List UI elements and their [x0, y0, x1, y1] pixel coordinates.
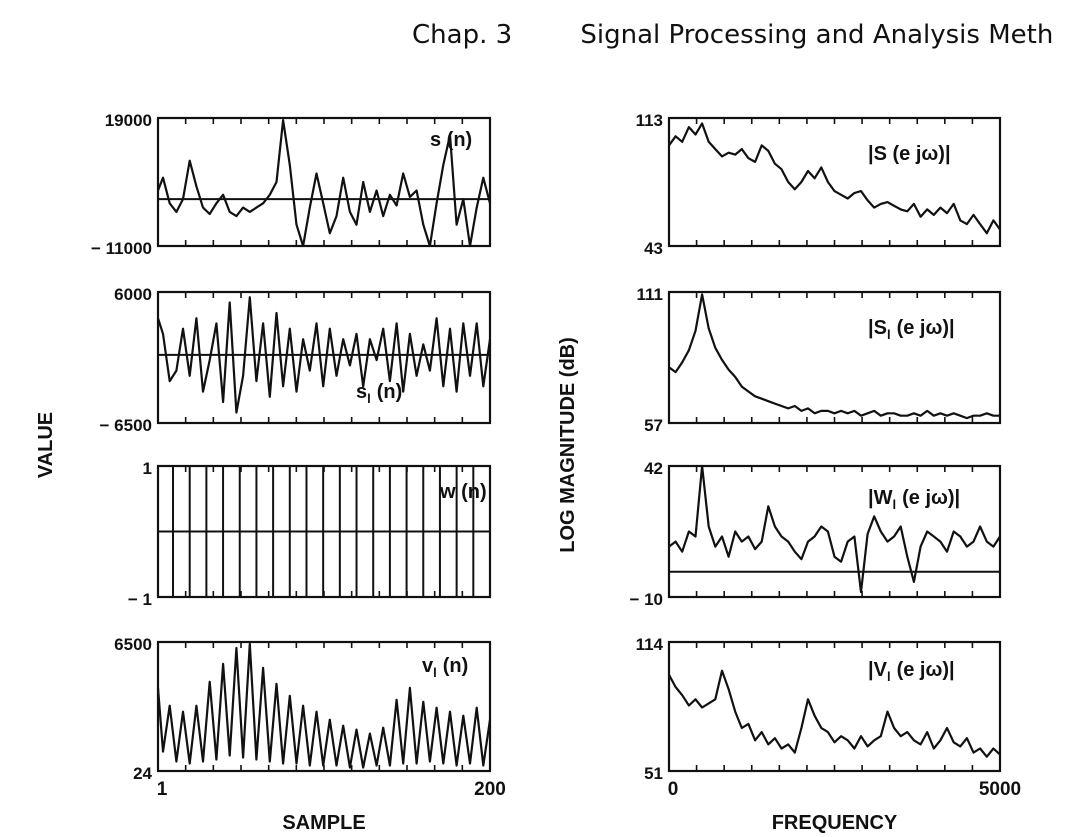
y-tick-label: 6500: [114, 635, 152, 654]
y-tick-label: 24: [133, 764, 152, 783]
y-tick-label: 111: [637, 285, 664, 304]
plot-frame: [667, 116, 1002, 248]
series-label-suffix: (n): [377, 381, 403, 403]
series-label-subscript: l: [367, 391, 371, 406]
y-tick-label: 1: [143, 459, 152, 478]
y-tick-label: 57: [644, 416, 663, 435]
series-label-subscript: l: [887, 327, 891, 342]
series-line: [668, 122, 1001, 235]
series-label: |Vl (e jω)|: [868, 659, 955, 684]
series-label: |Wl (e jω)|: [868, 487, 960, 512]
chart-panel-3: 1 − 1 w (n): [128, 459, 492, 609]
series-label-subscript: l: [433, 665, 437, 680]
x-tick-label: 5000: [979, 779, 1021, 800]
series-line: [668, 464, 1001, 594]
series-label: |S (e jω)|: [868, 143, 951, 165]
y-tick-label: − 10: [629, 590, 663, 609]
x-tick-label: 200: [474, 779, 506, 800]
page-header: Chap. 3 Signal Processing and Analysis M…: [412, 20, 1053, 50]
plot-frame: [667, 290, 1002, 425]
y-tick-label: 6000: [114, 285, 152, 304]
y-axis-label-right: LOG MAGNITUDE (dB): [557, 337, 579, 553]
y-tick-label: 113: [636, 111, 663, 130]
chapter-title: Signal Processing and Analysis Meth: [580, 20, 1054, 50]
series-label-suffix: (e jω)|: [897, 659, 955, 681]
series-label-subscript: l: [887, 669, 891, 684]
y-tick-label: − 6500: [100, 416, 152, 435]
chapter-label: Chap. 3: [412, 20, 513, 50]
chart-panel-5: 113 43 |S (e jω)|: [636, 111, 1002, 258]
series-label: |Sl (e jω)|: [868, 317, 955, 342]
x-axis-label: SAMPLE: [282, 812, 365, 834]
plot-frame: [667, 464, 1002, 599]
y-tick-label: − 11000: [91, 239, 152, 258]
series-line: [668, 293, 1000, 420]
series-line: [156, 296, 492, 414]
series-label: s (n): [430, 129, 472, 151]
y-tick-label: 43: [644, 239, 663, 258]
series-label: w (n): [439, 481, 487, 503]
series-label-suffix: (n): [443, 655, 469, 677]
y-tick-label: 51: [644, 764, 663, 783]
series-line: [668, 669, 1001, 758]
y-tick-label: 19000: [105, 111, 152, 130]
chart-panel-1: 19000 − 11000 s (n): [91, 111, 492, 258]
series-label-suffix: (e jω)|: [897, 317, 955, 339]
x-tick-label: 0: [668, 779, 679, 800]
y-tick-label: 42: [644, 459, 663, 478]
x-axis-label: FREQUENCY: [772, 812, 898, 834]
series-label: sl (n): [356, 381, 402, 406]
chart-panel-7: 42− 10|Wl (e jω)|: [629, 459, 1002, 609]
series-label-suffix: (e jω)|: [902, 487, 960, 509]
x-tick-label: 1: [157, 779, 168, 800]
series-label-subscript: l: [892, 497, 896, 512]
y-axis-label-left: VALUE: [35, 412, 57, 478]
series-label: vl (n): [422, 655, 468, 680]
series-line: [156, 118, 492, 248]
y-tick-label: 114: [636, 635, 664, 654]
y-tick-label: − 1: [128, 590, 152, 609]
series-line: [156, 642, 492, 769]
